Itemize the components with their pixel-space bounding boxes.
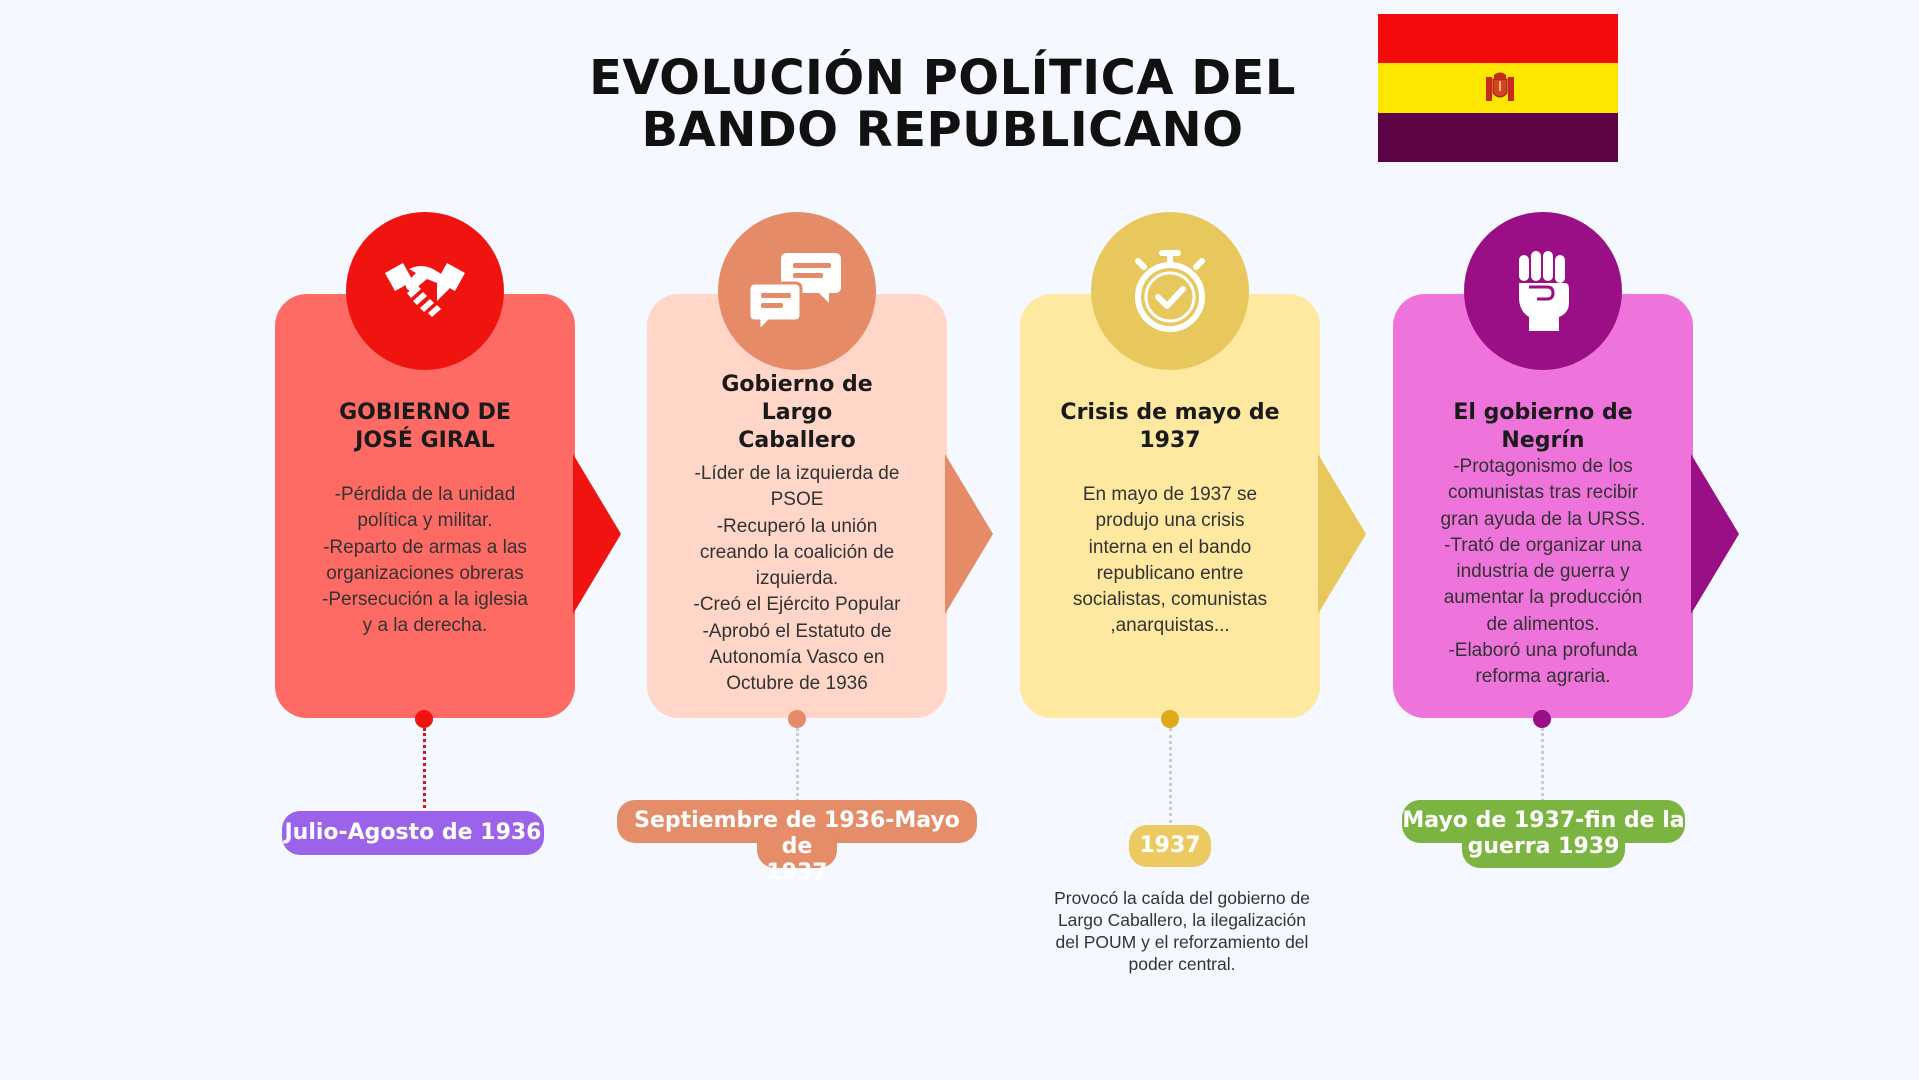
date-label: 1937 <box>1129 825 1211 867</box>
stage-text-line: y a la derecha. <box>362 615 488 637</box>
note-line: del POUM y el reforzamiento del <box>1055 932 1309 952</box>
stage-text-line: comunistas tras recibir <box>1447 482 1639 504</box>
stage-text-line: reforma agraria. <box>1475 666 1611 688</box>
timeline-dot <box>1533 710 1551 728</box>
stage-text-line: gran ayuda de la URSS. <box>1440 508 1646 530</box>
arrow-connector <box>573 454 621 614</box>
arrow-connector <box>1318 454 1366 614</box>
stage-card-negrin: El gobierno de Negrín -Protagonismo de l… <box>1393 212 1739 718</box>
stage-title: Gobierno de Largo Caballero <box>667 371 927 455</box>
arrow-connector <box>945 454 993 614</box>
stage-text-line: -Aprobó el Estatuto de <box>702 620 892 642</box>
date-label-background <box>757 826 837 868</box>
stage-title: Crisis de mayo de 1937 <box>1040 399 1300 455</box>
timeline-connector <box>1169 728 1172 823</box>
stage-text-line: -Líder de la izquierda de <box>694 463 900 484</box>
stage-text-line: republicano entre <box>1096 562 1244 584</box>
stage-text-line: -Pérdida de la unidad <box>334 484 516 505</box>
crisis-note: Provocó la caída del gobierno de Largo C… <box>1026 887 1338 975</box>
stage-text-line: Autonomía Vasco en <box>709 647 885 669</box>
chat-bubbles-icon <box>749 253 841 335</box>
republic-flag <box>1378 14 1618 162</box>
stage-title-line: GOBIERNO DE <box>339 400 511 425</box>
stage-card-giral: GOBIERNO DE JOSÉ GIRAL -Pérdida de la un… <box>275 212 621 718</box>
page-title: EVOLUCIÓN POLÍTICA DEL BANDO REPUBLICANO <box>560 52 1325 156</box>
flag-band-purple <box>1378 112 1618 162</box>
stage-title-line: Crisis de mayo de <box>1060 400 1280 425</box>
raised-fist-icon <box>1519 251 1569 331</box>
note-line: Provocó la caída del gobierno de <box>1054 888 1310 908</box>
stage-title: GOBIERNO DE JOSÉ GIRAL <box>295 399 555 455</box>
stage-title-line: 1937 <box>1139 428 1201 453</box>
date-text: Mayo de 1937-fin de la <box>1402 808 1685 833</box>
date-text: 1937 <box>766 860 828 885</box>
coat-of-arms-icon <box>1486 72 1514 101</box>
stage-title: El gobierno de Negrín <box>1413 399 1673 455</box>
date-label-background <box>282 811 544 855</box>
stage-icon-circle <box>718 212 876 370</box>
stage-icon-circle <box>1464 212 1622 370</box>
stage-text-line: ,anarquistas... <box>1110 615 1230 637</box>
stage-card-crisis-mayo: Crisis de mayo de 1937 En mayo de 1937 s… <box>1020 212 1366 718</box>
stage-title-line: Gobierno de <box>721 372 873 397</box>
timeline-connector <box>1541 728 1544 808</box>
stage-text-line: produjo una crisis <box>1095 510 1245 532</box>
date-label-background <box>1462 826 1625 868</box>
note-line: poder central. <box>1128 954 1236 974</box>
timeline-dot <box>415 710 433 728</box>
stage-text-line: izquierda. <box>755 568 839 590</box>
title-line-1: EVOLUCIÓN POLÍTICA DEL <box>589 50 1296 106</box>
stage-text-line: -Reparto de armas a las <box>323 536 527 558</box>
stage-text-line: interna en el bando <box>1088 536 1252 558</box>
stage-title-line: JOSÉ GIRAL <box>355 428 495 453</box>
stage-text-line: creando la coalición de <box>699 541 895 563</box>
stage-card-largo-caballero: Gobierno de Largo Caballero -Líder de la… <box>647 212 993 718</box>
stage-text-line: Octubre de 1936 <box>726 673 868 695</box>
date-text: guerra 1939 <box>1467 834 1620 859</box>
stage-text-line: -Elaboró una profunda <box>1448 640 1638 662</box>
date-label: Septiembre de 1936-Mayo de 1937 <box>617 800 977 885</box>
note-line: Largo Caballero, la ilegalización <box>1057 910 1307 930</box>
stage-icon-circle <box>346 212 504 370</box>
stage-description: En mayo de 1937 se produjo una crisis in… <box>1034 482 1306 640</box>
stage-text-line: aumentar la producción <box>1443 587 1643 609</box>
stage-text-line: -Protagonismo de los <box>1453 456 1633 477</box>
stage-title-line: El gobierno de <box>1453 400 1633 425</box>
stage-text-line: En mayo de 1937 se <box>1082 484 1258 505</box>
stage-text-line: política y militar. <box>357 510 493 532</box>
stage-text-line: organizaciones obreras <box>326 562 524 584</box>
stage-text-line: industria de guerra y <box>1456 561 1630 583</box>
stage-text-line: -Creó el Ejército Popular <box>693 594 901 616</box>
stage-description: -Pérdida de la unidad política y militar… <box>289 482 561 640</box>
stage-text-line: socialistas, comunistas <box>1072 589 1268 611</box>
date-text: Julio-Agosto de 1936 <box>284 820 542 845</box>
timeline-connector <box>796 728 799 813</box>
stopwatch-check-icon <box>1135 250 1205 332</box>
title-line-2: BANDO REPUBLICANO <box>641 102 1244 158</box>
stage-text-line: -Trató de organizar una <box>1444 534 1642 556</box>
stage-title-line: Largo <box>761 400 833 425</box>
date-label: Julio-Agosto de 1936 <box>282 811 544 855</box>
timeline-connector <box>423 728 426 820</box>
timeline-dot <box>788 710 806 728</box>
stage-text-line: PSOE <box>770 489 824 511</box>
date-label: Mayo de 1937-fin de la guerra 1939 <box>1402 800 1685 868</box>
stage-text-line: -Persecución a la iglesia <box>322 589 528 611</box>
stage-description: -Protagonismo de los comunistas tras rec… <box>1407 454 1679 691</box>
flag-band-red <box>1378 14 1618 64</box>
stage-title-line: Caballero <box>738 428 856 453</box>
arrow-connector <box>1691 454 1739 614</box>
stage-icon-circle <box>1091 212 1249 370</box>
stage-title-line: Negrín <box>1501 428 1585 453</box>
stage-text-line: -Recuperó la unión <box>716 515 878 537</box>
date-label-background <box>1129 825 1211 867</box>
stage-description: -Líder de la izquierda de PSOE -Recuperó… <box>661 461 933 698</box>
timeline-dot <box>1161 710 1179 728</box>
stage-text-line: de alimentos. <box>1486 613 1600 635</box>
date-text: Septiembre de 1936-Mayo de <box>634 808 960 859</box>
date-text: 1937 <box>1139 833 1201 858</box>
handshake-icon <box>385 263 465 317</box>
